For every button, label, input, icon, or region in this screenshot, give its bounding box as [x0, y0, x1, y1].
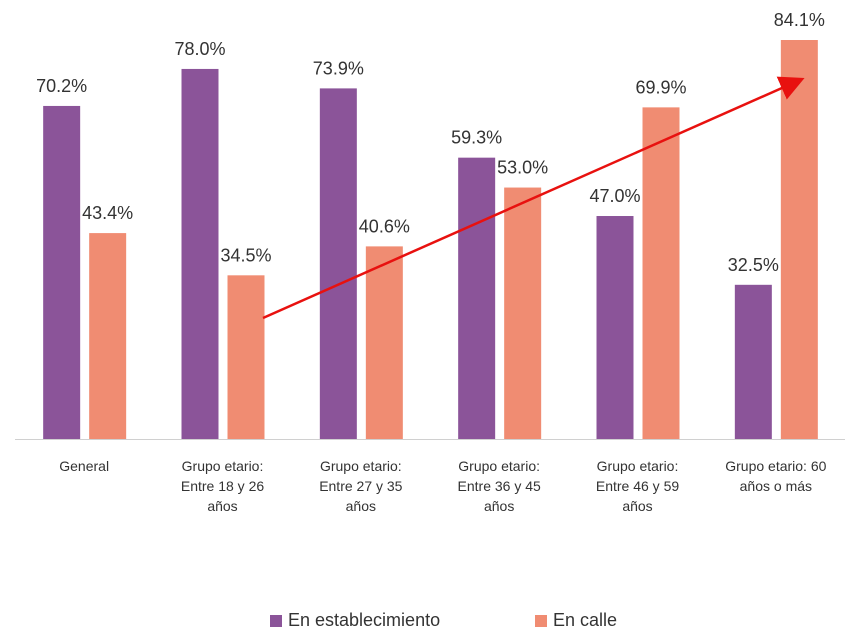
bar [227, 275, 265, 439]
bar [181, 68, 219, 439]
x-tick-label: Grupo etario: Entre 46 y 59 años [595, 458, 680, 514]
trend-arrow [262, 76, 805, 320]
value-label: 70.2% [36, 76, 87, 96]
bar [319, 88, 357, 439]
bar [43, 105, 81, 439]
x-tick-label: General [59, 458, 110, 474]
value-label: 59.3% [451, 128, 502, 148]
value-label: 73.9% [313, 58, 364, 78]
x-tick-label: Grupo etario: Entre 27 y 35 años [319, 458, 403, 514]
x-tick-label: Grupo etario: 60 años o más [725, 458, 827, 494]
value-label: 40.6% [359, 216, 410, 236]
value-label: 78.0% [174, 39, 225, 59]
x-tick-label: Grupo etario: Entre 36 y 45 años [457, 458, 541, 514]
bar [365, 246, 403, 439]
value-label: 84.1% [774, 10, 825, 30]
bar [642, 107, 680, 439]
value-label: 32.5% [728, 255, 779, 275]
bar [458, 157, 496, 440]
legend-swatch [535, 614, 547, 627]
bar [89, 233, 127, 439]
bar [780, 40, 818, 439]
value-label: 43.4% [82, 203, 133, 223]
legend-label: En calle [553, 610, 618, 630]
bar [734, 284, 772, 439]
legend-swatch [270, 614, 282, 627]
legend-label: En establecimiento [288, 610, 441, 630]
value-label: 47.0% [589, 186, 640, 206]
bar [504, 187, 542, 439]
x-tick-label: Grupo etario: Entre 18 y 26 años [180, 458, 265, 514]
value-label: 53.0% [497, 158, 548, 178]
value-label: 34.5% [220, 245, 271, 265]
legend-item: En establecimiento [270, 610, 440, 631]
legend-item: En calle [535, 610, 617, 631]
value-label: 69.9% [635, 77, 686, 97]
bar [596, 216, 634, 439]
